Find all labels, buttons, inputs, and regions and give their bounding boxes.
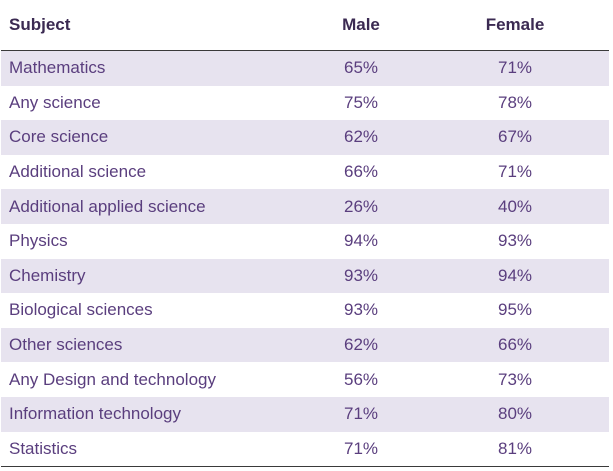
- male-cell: 62%: [301, 327, 421, 363]
- subject-cell: Mathematics: [1, 50, 301, 86]
- subject-cell: Additional science: [1, 154, 301, 190]
- male-cell: 75%: [301, 85, 421, 121]
- female-cell: 81%: [421, 431, 609, 468]
- female-cell: 78%: [421, 85, 609, 121]
- female-cell: 40%: [421, 189, 609, 224]
- table-row: Core science 62% 67%: [1, 120, 609, 155]
- subject-cell: Any Design and technology: [1, 362, 301, 397]
- subject-cell: Other sciences: [1, 327, 301, 363]
- male-cell: 56%: [301, 362, 421, 397]
- subject-cell: Chemistry: [1, 258, 301, 294]
- header-row: Subject Male Female: [1, 0, 609, 51]
- male-cell: 65%: [301, 50, 421, 86]
- male-cell: 93%: [301, 293, 421, 328]
- subject-cell: Additional applied science: [1, 189, 301, 224]
- female-cell: 71%: [421, 154, 609, 190]
- table-row: Additional science 66% 71%: [1, 154, 609, 190]
- male-cell: 93%: [301, 258, 421, 294]
- table-row: Other sciences 62% 66%: [1, 327, 609, 363]
- table-row: Additional applied science 26% 40%: [1, 189, 609, 224]
- male-cell: 26%: [301, 189, 421, 224]
- female-cell: 93%: [421, 223, 609, 259]
- male-cell: 71%: [301, 396, 421, 432]
- table-row: Biological sciences 93% 95%: [1, 293, 609, 328]
- female-cell: 71%: [421, 50, 609, 86]
- female-cell: 94%: [421, 258, 609, 294]
- column-header-male: Male: [301, 0, 421, 51]
- subject-cell: Biological sciences: [1, 293, 301, 328]
- table-row: Physics 94% 93%: [1, 223, 609, 259]
- table-row: Any science 75% 78%: [1, 85, 609, 121]
- subject-cell: Information technology: [1, 396, 301, 432]
- table-row: Mathematics 65% 71%: [1, 50, 609, 86]
- column-header-female: Female: [421, 0, 609, 51]
- female-cell: 73%: [421, 362, 609, 397]
- subject-cell: Any science: [1, 85, 301, 121]
- male-cell: 66%: [301, 154, 421, 190]
- female-cell: 80%: [421, 396, 609, 432]
- table-row: Statistics 71% 81%: [1, 431, 609, 468]
- male-cell: 71%: [301, 431, 421, 468]
- table-row: Information technology 71% 80%: [1, 396, 609, 432]
- subject-cell: Physics: [1, 223, 301, 259]
- female-cell: 66%: [421, 327, 609, 363]
- table-row: Chemistry 93% 94%: [1, 258, 609, 294]
- female-cell: 95%: [421, 293, 609, 328]
- male-cell: 62%: [301, 120, 421, 155]
- female-cell: 67%: [421, 120, 609, 155]
- male-cell: 94%: [301, 223, 421, 259]
- subject-cell: Core science: [1, 120, 301, 155]
- table-row: Any Design and technology 56% 73%: [1, 362, 609, 397]
- subject-cell: Statistics: [1, 431, 301, 468]
- column-header-subject: Subject: [1, 0, 301, 51]
